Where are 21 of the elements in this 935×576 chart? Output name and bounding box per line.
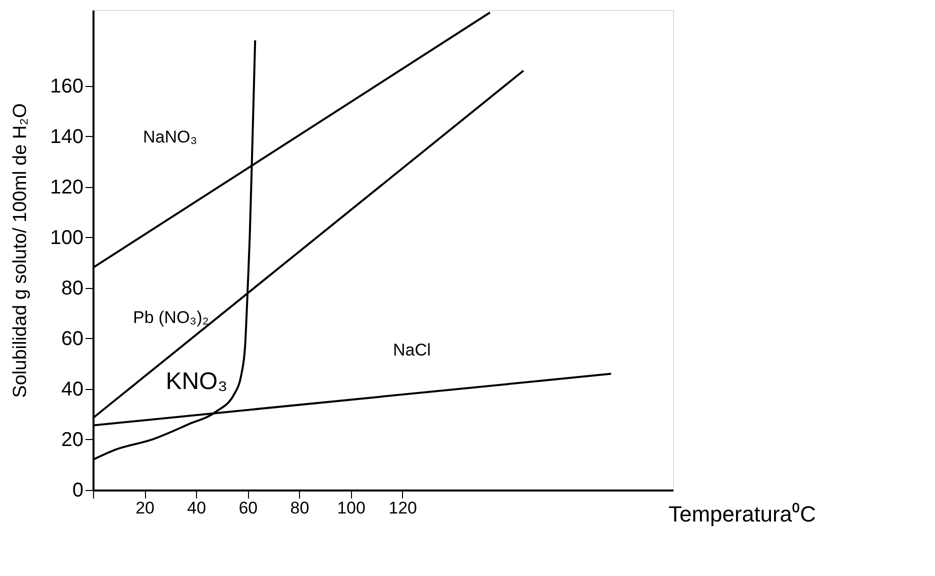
y-tick-label: 40 (61, 378, 84, 400)
x-tick-label: 120 (388, 498, 418, 518)
y-tick-label: 160 (50, 75, 84, 98)
x-tick-label: 100 (337, 498, 366, 518)
y-tick-label: 80 (61, 277, 84, 300)
y-axis-title: Solubilidad g soluto/ 100ml de H₂O (10, 103, 32, 398)
y-tick-label: 0 (72, 480, 84, 502)
x-tick-label: 80 (290, 498, 310, 518)
y-tick-label: 60 (61, 328, 84, 350)
x-tick-label: 20 (136, 498, 155, 518)
series-label: NaCl (393, 340, 431, 360)
x-tick-label: 60 (238, 498, 258, 518)
x-axis-title: Temperatura⁰C (668, 502, 816, 526)
series-label: Pb (NO₃)₂ (133, 308, 209, 327)
text: NaNO₃ (143, 128, 198, 147)
x-tick-label: 40 (187, 498, 206, 518)
y-tick-label: 120 (50, 176, 84, 198)
y-tick-label: 100 (50, 226, 84, 249)
y-tick-label: 140 (50, 126, 84, 148)
y-tick-label: 20 (61, 428, 84, 451)
series-label: KNO₃ (166, 368, 228, 395)
